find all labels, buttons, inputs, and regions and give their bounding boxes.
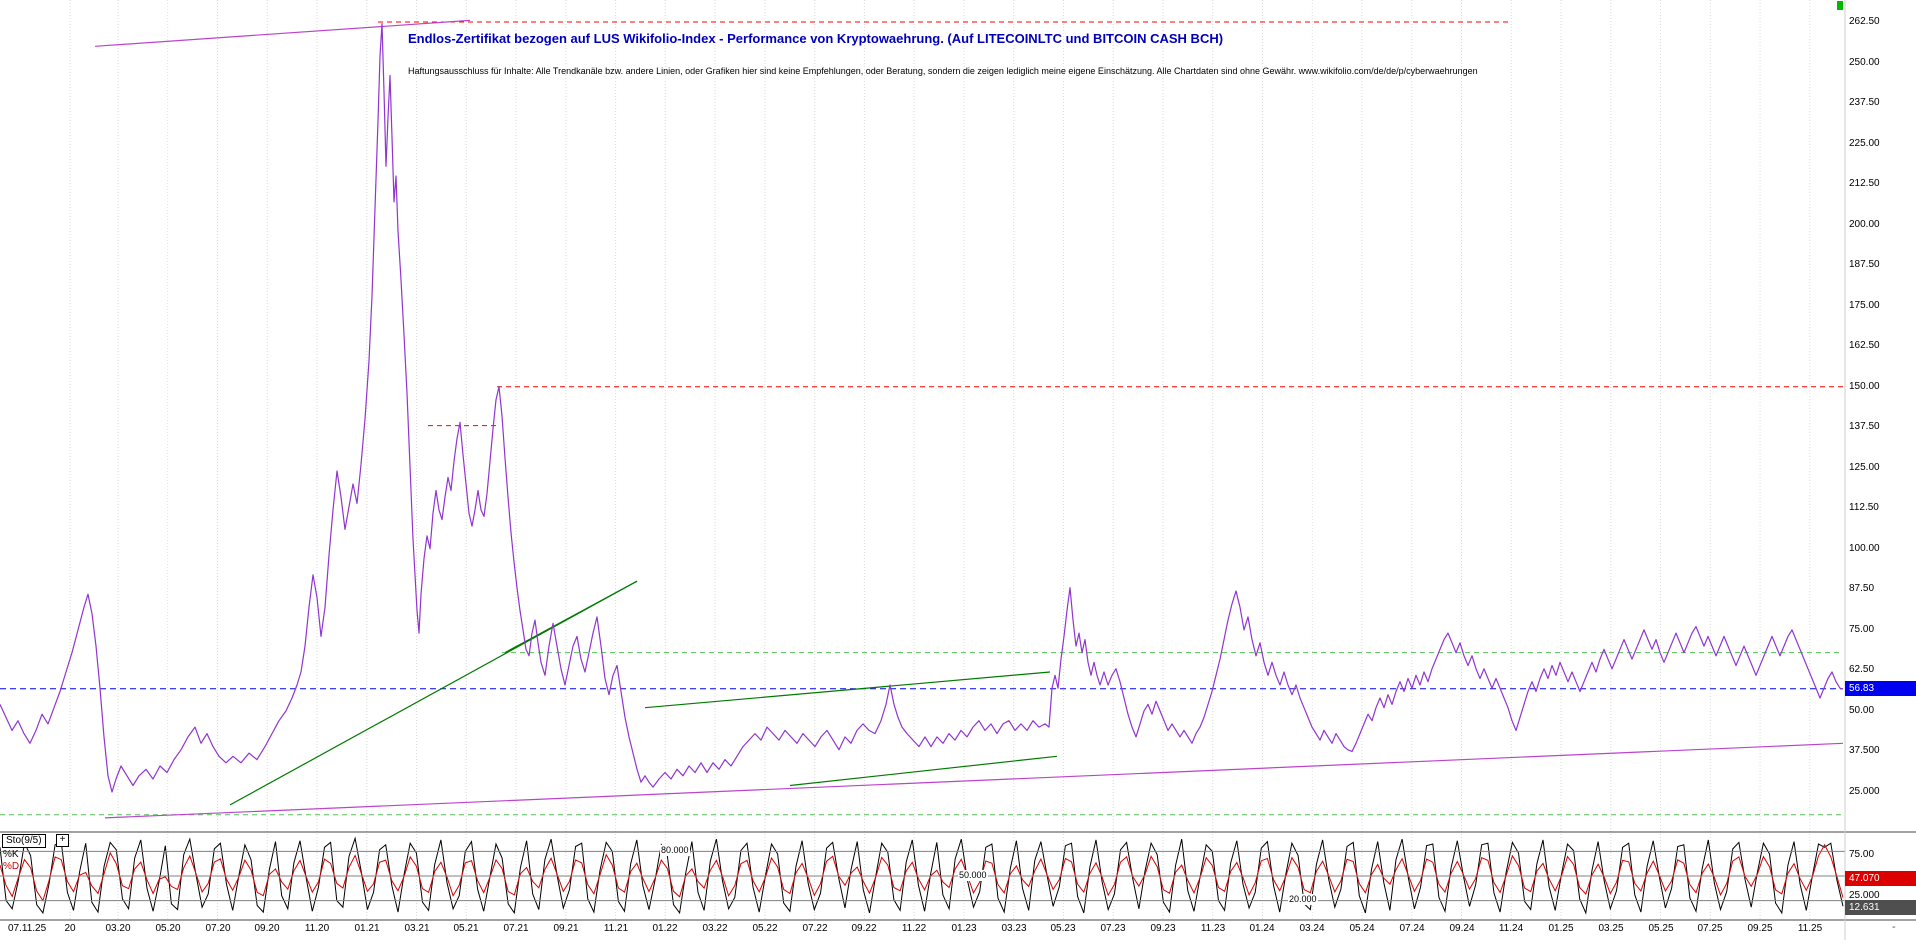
price-tick: 200.00: [1849, 219, 1880, 230]
stoch-level-50-label: 50.000: [958, 870, 988, 881]
x-axis-label: 11.25: [1797, 923, 1823, 934]
price-tick: 100.00: [1849, 543, 1880, 554]
trendlines: [94, 19, 1844, 819]
x-axis-label: 11.21: [603, 923, 629, 934]
price-tick: 87.50: [1849, 583, 1875, 594]
price-tick: 112.50: [1849, 502, 1879, 513]
x-axis-label: 07.11.25: [8, 923, 47, 934]
trendline-2: [104, 742, 1844, 819]
price-tick: 187.50: [1849, 259, 1880, 270]
x-axis-label: 11.20: [304, 923, 330, 934]
x-axis-label: 05.23: [1050, 923, 1076, 934]
gridlines: [69, 0, 1811, 920]
x-axis-label: 07.24: [1399, 923, 1425, 934]
chart-title: Endlos-Zertifikat bezogen auf LUS Wikifo…: [408, 31, 1224, 46]
latest-bar-marker: [1837, 1, 1843, 10]
stoch-k-line: [0, 836, 1844, 915]
x-axis-label: 09.24: [1449, 923, 1475, 934]
x-axis-label: 07.20: [205, 923, 231, 934]
x-axis-label: 07.25: [1697, 923, 1723, 934]
x-axis-label: 07.22: [802, 923, 828, 934]
stoch-level-20-label: 20.000: [1288, 894, 1318, 905]
x-axis-label: 03.25: [1598, 923, 1624, 934]
price-tick: 212.50: [1849, 178, 1880, 189]
stoch-axis-tick-75: 75.00: [1849, 849, 1875, 860]
price-tick: 37.500: [1849, 745, 1880, 756]
price-tick: 225.00: [1849, 138, 1880, 149]
indicator-label[interactable]: Sto(9/5): [2, 834, 46, 848]
x-axis-label: 11.23: [1200, 923, 1226, 934]
stoch-axis-tick-25: 25.000: [1849, 890, 1880, 901]
x-axis-label: 09.20: [254, 923, 280, 934]
x-axis-label: 11.24: [1498, 923, 1524, 934]
x-axis-label: 05.25: [1648, 923, 1674, 934]
x-axis-label: 07.21: [503, 923, 529, 934]
x-axis-label: 01.25: [1548, 923, 1574, 934]
x-axis-label: 03.23: [1001, 923, 1027, 934]
x-axis-label: 05.24: [1349, 923, 1375, 934]
x-axis-label: 05.21: [453, 923, 479, 934]
x-axis-label: 05.20: [155, 923, 181, 934]
trendline-1: [94, 19, 471, 47]
trendline-5: [644, 671, 1051, 709]
price-tick: 150.00: [1849, 381, 1880, 392]
x-axis-label: 09.22: [851, 923, 877, 934]
x-axis-label: 03.24: [1299, 923, 1325, 934]
current-price-badge: 56.83: [1845, 681, 1916, 696]
price-tick: 25.000: [1849, 786, 1880, 797]
x-axis-label: 03.20: [105, 923, 131, 934]
price-tick: 50.00: [1849, 705, 1875, 716]
x-axis-label: 11.22: [901, 923, 927, 934]
stoch-d-value-badge: 47.070: [1845, 871, 1916, 886]
level-lines: [0, 21, 1843, 816]
trendline-6: [789, 755, 1058, 787]
trendline-4: [504, 580, 638, 654]
price-tick: 175.00: [1849, 300, 1880, 311]
x-axis-label: 01.21: [354, 923, 380, 934]
stoch-level-80-label: 80.000: [660, 845, 690, 856]
indicator-add-button[interactable]: +: [56, 834, 69, 847]
price-line: [0, 23, 1844, 793]
x-axis-label: 03.21: [404, 923, 430, 934]
x-axis-label: 09.25: [1747, 923, 1773, 934]
price-tick: 125.00: [1849, 462, 1880, 473]
stoch-d-label: %D: [3, 861, 20, 872]
stoch-d-line: [0, 843, 1844, 902]
x-axis-label: 05.22: [752, 923, 778, 934]
chart-disclaimer: Haftungsausschluss für Inhalte: Alle Tre…: [408, 66, 1478, 76]
price-tick: 137.50: [1849, 421, 1880, 432]
stoch-k-value-badge: 12.631: [1845, 900, 1916, 915]
x-axis-label: 03.22: [702, 923, 728, 934]
x-axis-label: 07.23: [1100, 923, 1126, 934]
x-axis-label: 09.21: [553, 923, 579, 934]
x-axis-label: 09.23: [1150, 923, 1176, 934]
price-tick: 262.50: [1849, 16, 1880, 27]
x-axis-label: 01.22: [652, 923, 678, 934]
x-axis-label: 01.24: [1249, 923, 1275, 934]
price-tick: 75.00: [1849, 624, 1875, 635]
x-axis-label: 01.23: [951, 923, 977, 934]
stoch-k-label: %K: [3, 849, 19, 860]
x-axis-label: 20: [64, 923, 76, 934]
price-tick: 237.50: [1849, 97, 1880, 108]
axis-corner-dash: -: [1892, 921, 1896, 933]
price-tick: 162.50: [1849, 340, 1880, 351]
price-tick: 250.00: [1849, 57, 1880, 68]
price-tick: 62.50: [1849, 664, 1875, 675]
